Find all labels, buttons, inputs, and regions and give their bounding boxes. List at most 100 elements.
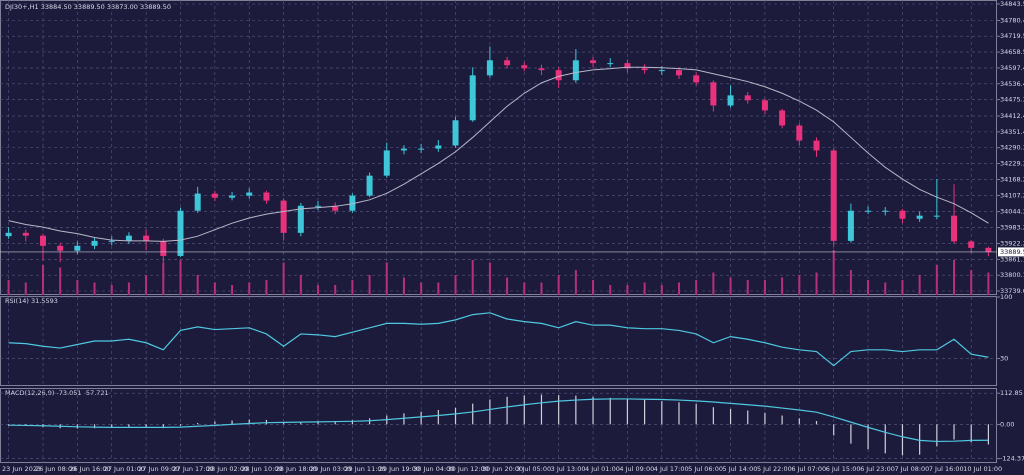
volume-bar [145,275,148,295]
volume-bar [213,282,216,295]
x-tick-label: 30 Jun 04:00 [413,465,454,473]
candle-body [315,205,322,207]
volume-bar [832,250,835,295]
candle-body [297,205,304,233]
volume-bar [884,282,887,295]
y-tick-label: 34290.35 [1000,144,1024,152]
volume-bar [488,262,491,295]
volume-bar [179,260,182,295]
candle-body [383,150,390,176]
volume-bar [987,272,990,295]
y-tick-label: 0.00 [1000,420,1014,428]
candle-body [572,60,579,81]
candle-body [280,200,287,233]
x-tick-label: 28 Jun 18:00 [276,465,317,473]
candle-body [779,110,786,126]
candle-body [143,235,150,241]
volume-bar [265,280,268,295]
x-tick-label: 29 Jun 19:00 [379,465,420,473]
candle-body [555,70,562,81]
candle-body [710,82,717,106]
y-tick-label: 34351.40 [1000,128,1024,136]
candle-body [177,210,184,256]
x-tick-label: 5 Jul 06:00 [688,465,723,473]
x-tick-label: 4 Jul 09:00 [619,465,654,473]
candle-body [160,240,167,256]
volume-bar [196,275,199,295]
volume-bar [59,267,62,295]
y-tick-label: 34536.40 [1000,80,1024,88]
volume-bar [351,280,354,295]
volume-bar [677,282,680,295]
y-tick-label: 33861.15 [1000,255,1024,263]
candle-body [744,95,751,101]
x-tick-label: 6 Jul 15:00 [826,465,861,473]
candle-body [400,148,407,151]
volume-bar [334,285,337,295]
candle-body [830,150,837,241]
candle-body [5,232,12,237]
volume-bar [798,275,801,295]
moving-average [8,66,989,242]
candle-body [727,95,734,106]
candle-body [590,60,597,64]
candle-body [246,192,253,196]
candle-body [418,148,425,150]
volume-bar [867,280,870,295]
volume-bar [523,282,526,295]
candle-body [796,125,803,141]
y-tick-label: 34229.30 [1000,160,1024,168]
candle-body [847,210,854,241]
x-tick-label: 29 Jun 11:00 [344,465,385,473]
volume-bar [763,280,766,295]
volume-bar [540,282,543,295]
candle-body [211,193,218,198]
volume-bar [557,275,560,295]
candle-body [22,232,29,236]
candle-body [624,63,631,69]
rsi-panel [0,296,997,386]
volume-bar [299,275,302,295]
x-tick-label: 29 Jun 03:00 [310,465,351,473]
y-tick-label: 33922.20 [1000,239,1024,247]
candle-body [607,63,614,65]
x-tick-label: 7 Jul 08:00 [894,465,929,473]
candle-body [57,245,64,251]
candle-body [658,70,665,72]
candle-body [263,192,270,201]
x-tick-label: 7 Jul 16:00 [929,465,964,473]
candle-body [693,75,700,83]
x-tick-label: 6 Jul 07:00 [791,465,826,473]
volume-bar [609,285,612,295]
candle-body [332,205,339,211]
y-tick-label: 33739.05 [1000,287,1024,295]
candle-body [521,65,528,69]
candle-body [469,75,476,121]
volume-bar [746,280,749,295]
macd-panel [0,388,997,463]
candle-body [366,175,373,196]
volume-bar [7,280,10,295]
candle-body [74,245,81,251]
candle-body [899,210,906,219]
x-tick-label: 3 Jul 05:00 [516,465,551,473]
volume-bar [781,277,784,295]
y-tick-label: 34475.35 [1000,96,1024,104]
rsi-title: RSI(14) 31.5593 [5,297,58,305]
candle-body [933,215,940,217]
x-tick-label: 5 Jul 14:00 [723,465,758,473]
x-tick-label: 26 Jun 16:00 [69,465,110,473]
volume-bar [592,280,595,295]
candle-body [985,247,992,252]
y-tick-label: 34658.50 [1000,48,1024,56]
price-title: DJI30+,H1 33884.50 33889.50 33873.00 338… [5,3,171,11]
volume-bar [162,262,165,295]
volume-bar [248,282,251,295]
y-tick-label: 34780.45 [1000,16,1024,24]
x-tick-label: 27 Jun 09:00 [138,465,179,473]
volume-bar [437,282,440,295]
candle-body [968,241,975,248]
volume-bar [402,277,405,295]
